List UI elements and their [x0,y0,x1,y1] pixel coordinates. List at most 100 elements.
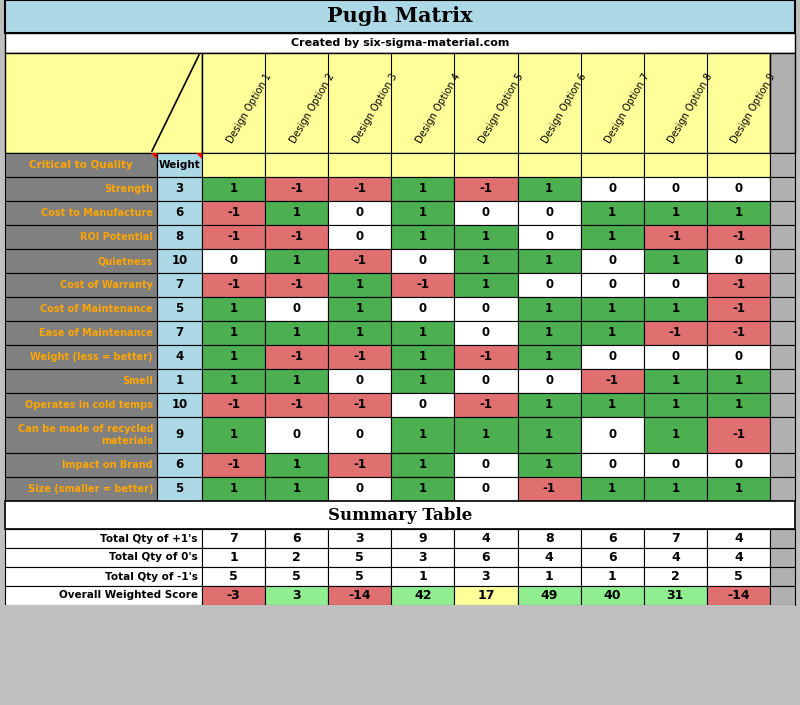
Bar [265,345,328,369]
Text: -1: -1 [290,398,303,412]
Bar [770,393,795,417]
Text: Operates in cold temps: Operates in cold temps [25,400,153,410]
Bar [157,321,202,345]
Text: 0: 0 [671,278,679,291]
Bar [707,345,770,369]
Text: Summary Table: Summary Table [328,506,472,524]
Bar [770,477,795,501]
Bar [707,477,770,501]
Bar [518,369,581,393]
Bar [518,586,581,605]
Text: 1: 1 [293,207,301,219]
Text: 5: 5 [175,482,184,496]
Text: 6: 6 [175,207,184,219]
Text: ROI Potential: ROI Potential [80,232,153,242]
Bar [5,605,795,705]
Bar [391,297,454,321]
Text: 1: 1 [230,482,238,496]
Bar [391,249,454,273]
Bar [157,453,202,477]
Bar [454,249,518,273]
Bar [770,153,795,177]
Bar [202,345,265,369]
Text: 1: 1 [230,302,238,316]
Text: -1: -1 [542,482,556,496]
Text: -1: -1 [227,231,240,243]
Bar [202,225,265,249]
Bar [265,548,328,567]
Bar [202,369,265,393]
Text: 1: 1 [545,458,553,472]
Text: 0: 0 [671,183,679,195]
Bar [265,321,328,345]
Bar [391,201,454,225]
Bar [518,417,581,453]
Bar [265,453,328,477]
Bar [581,273,644,297]
Bar [770,453,795,477]
Text: 1: 1 [230,374,238,388]
Text: 1: 1 [608,482,616,496]
Text: 1: 1 [293,458,301,472]
Text: 4: 4 [482,532,490,545]
Text: Cost of Warranty: Cost of Warranty [60,280,153,290]
Bar [328,345,391,369]
Bar [5,417,157,453]
Bar [707,567,770,586]
Text: Design Option 5: Design Option 5 [478,72,526,145]
Text: -3: -3 [226,589,241,602]
Bar [391,529,454,548]
Text: 3: 3 [482,570,490,583]
Text: 8: 8 [175,231,184,243]
Text: 1: 1 [419,374,427,388]
Bar [265,417,328,453]
Bar [202,567,265,586]
Bar [157,297,202,321]
Bar [5,393,157,417]
Text: 3: 3 [418,551,427,564]
Bar [707,273,770,297]
Bar [157,225,202,249]
Bar [265,567,328,586]
Bar [581,297,644,321]
Bar [454,225,518,249]
Bar [707,177,770,201]
Bar [581,321,644,345]
Text: 1: 1 [482,278,490,291]
Text: 3: 3 [292,589,301,602]
Text: 6: 6 [482,551,490,564]
Bar [707,201,770,225]
Bar [391,369,454,393]
Text: 0: 0 [545,374,553,388]
Bar [328,321,391,345]
Bar [202,548,265,567]
Text: Can be made of recycled
materials: Can be made of recycled materials [18,424,153,446]
Text: -1: -1 [416,278,430,291]
Bar [770,201,795,225]
Bar [644,273,707,297]
Text: 1: 1 [671,207,679,219]
Bar [581,369,644,393]
Bar [157,345,202,369]
Bar [644,345,707,369]
Text: -1: -1 [227,278,240,291]
Bar [518,548,581,567]
Text: 1: 1 [419,350,427,364]
Text: Quietness: Quietness [98,256,153,266]
Bar [5,225,157,249]
Text: Created by six-sigma-material.com: Created by six-sigma-material.com [291,38,509,48]
Text: 1: 1 [671,482,679,496]
Bar [5,529,202,548]
Polygon shape [196,153,202,159]
Text: 0: 0 [671,458,679,472]
Text: -1: -1 [732,302,745,316]
Bar [391,567,454,586]
Bar [454,529,518,548]
Bar [5,321,157,345]
Text: 0: 0 [545,207,553,219]
Text: Pugh Matrix: Pugh Matrix [327,6,473,27]
Bar [518,453,581,477]
Text: 0: 0 [293,429,301,441]
Text: 1: 1 [293,326,301,340]
Text: 1: 1 [545,570,554,583]
